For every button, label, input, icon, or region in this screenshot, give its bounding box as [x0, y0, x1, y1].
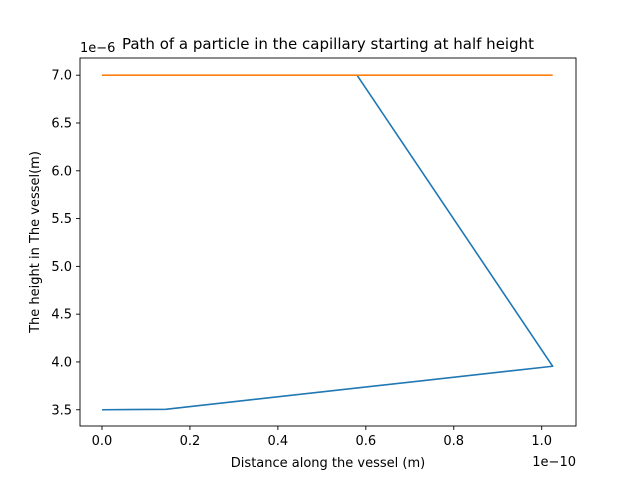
x-tick-label: 0.6	[355, 434, 376, 449]
x-tick-label: 0.4	[268, 434, 289, 449]
x-tick-label: 1.0	[531, 434, 552, 449]
y-tick-label: 5.0	[51, 260, 72, 275]
x-tick-label: 0.2	[180, 434, 201, 449]
x-tick-label: 0.8	[443, 434, 464, 449]
x-axis: 0.0 0.2 0.4 0.6 0.8 1.0	[92, 426, 552, 449]
y-tick-label: 7.0	[51, 69, 72, 84]
y-tick-label: 6.0	[51, 164, 72, 179]
plot-area	[80, 58, 576, 426]
y-tick-label: 6.5	[51, 116, 72, 131]
y-axis: 3.5 4.0 4.5 5.0 5.5 6.0 6.5 7.0	[51, 69, 80, 418]
series-line-1	[101, 74, 554, 411]
series-layer	[101, 74, 554, 411]
axes-frame	[79, 57, 577, 427]
y-axis-label: The height in The vessel(m)	[28, 151, 43, 334]
y-tick-label: 4.5	[51, 308, 72, 323]
y-axis-offset-label: 1e−6	[80, 41, 115, 56]
y-tick-label: 4.0	[51, 355, 72, 370]
y-tick-label: 3.5	[51, 403, 72, 418]
x-axis-label: Distance along the vessel (m)	[231, 456, 425, 471]
y-tick-label: 5.5	[51, 212, 72, 227]
x-axis-offset-label: 1e−10	[532, 455, 576, 470]
x-tick-label: 0.0	[92, 434, 113, 449]
chart-title: Path of a particle in the capillary star…	[122, 35, 534, 53]
axes-border	[79, 57, 577, 427]
